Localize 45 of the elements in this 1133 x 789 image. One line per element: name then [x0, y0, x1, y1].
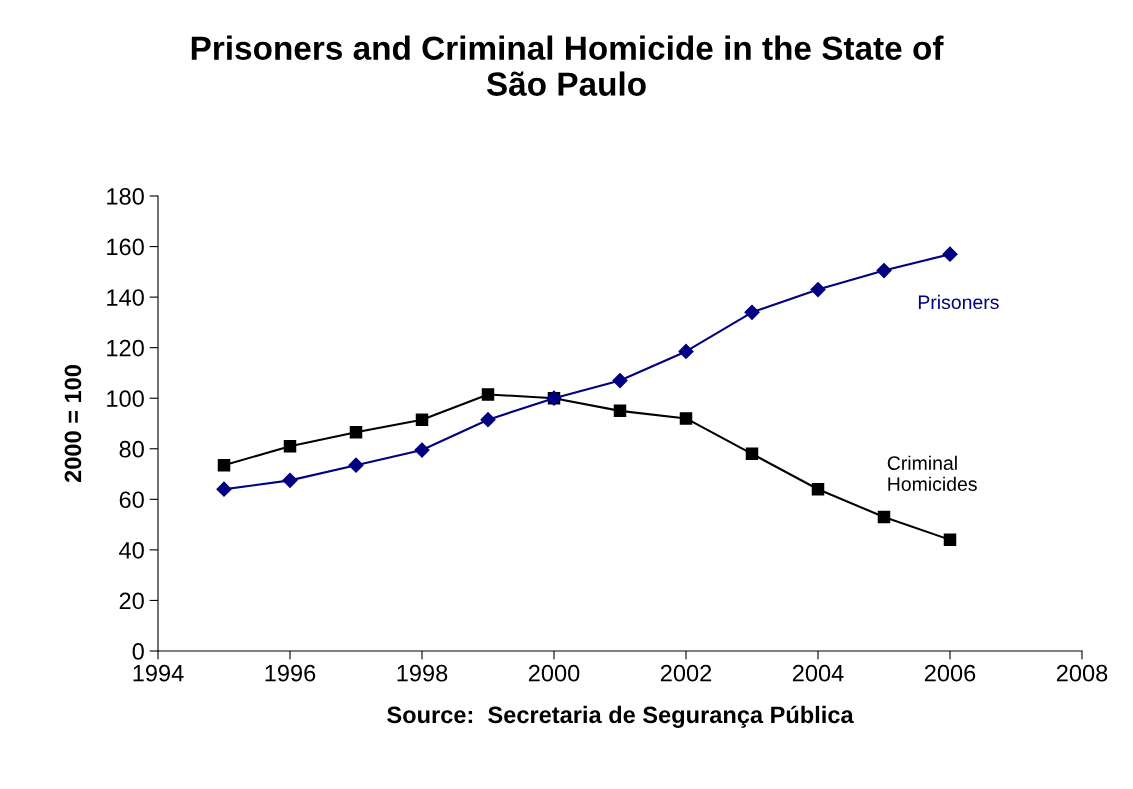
- point: [348, 457, 364, 473]
- y-tick-label: 100: [107, 390, 144, 408]
- point: [415, 413, 429, 426]
- y-tick-label: 180: [107, 188, 144, 205]
- y-tick-label: 20: [119, 592, 144, 610]
- point: [678, 343, 694, 360]
- y-tick-label: 160: [107, 238, 144, 256]
- series-label: Criminal Homicides: [887, 455, 977, 491]
- x-tick-label: 1994: [133, 664, 184, 682]
- point: [414, 442, 430, 458]
- point: [349, 426, 363, 439]
- x-tick-label: 2004: [792, 664, 844, 682]
- x-tick-label: 1998: [397, 664, 448, 682]
- point: [481, 388, 495, 401]
- point: [942, 246, 958, 262]
- point: [216, 481, 232, 497]
- point: [282, 472, 298, 488]
- point: [612, 372, 628, 389]
- point: [613, 404, 627, 418]
- point: [217, 458, 231, 472]
- y-tick-label: 60: [119, 491, 144, 509]
- y-tick-label: 80: [119, 440, 144, 458]
- y-tick-label: 0: [132, 643, 144, 660]
- point: [943, 533, 957, 547]
- x-axis-title: Source: Secretaria de Segurança Pública: [387, 705, 854, 728]
- x-tick-label: 2008: [1056, 664, 1108, 682]
- point: [876, 262, 892, 279]
- x-tick-label: 2006: [924, 664, 976, 682]
- point: [877, 510, 891, 524]
- point: [744, 304, 760, 320]
- chart-title: Prisoners and Criminal Homicide in the State of São Paulo: [191, 35, 944, 96]
- point: [745, 447, 759, 461]
- y-tick-label: 40: [119, 541, 144, 559]
- series-label: Prisoners: [918, 294, 999, 310]
- point: [810, 281, 826, 298]
- point: [283, 439, 297, 453]
- x-tick-label: 2000: [528, 664, 580, 682]
- point: [679, 412, 693, 425]
- point: [811, 482, 825, 496]
- y-tick-label: 140: [107, 289, 144, 306]
- y-axis-title: 2000 = 100: [64, 365, 82, 483]
- x-tick-label: 1996: [265, 664, 316, 682]
- y-tick-label: 120: [107, 339, 144, 357]
- x-tick-label: 2002: [660, 664, 712, 682]
- point: [480, 412, 496, 428]
